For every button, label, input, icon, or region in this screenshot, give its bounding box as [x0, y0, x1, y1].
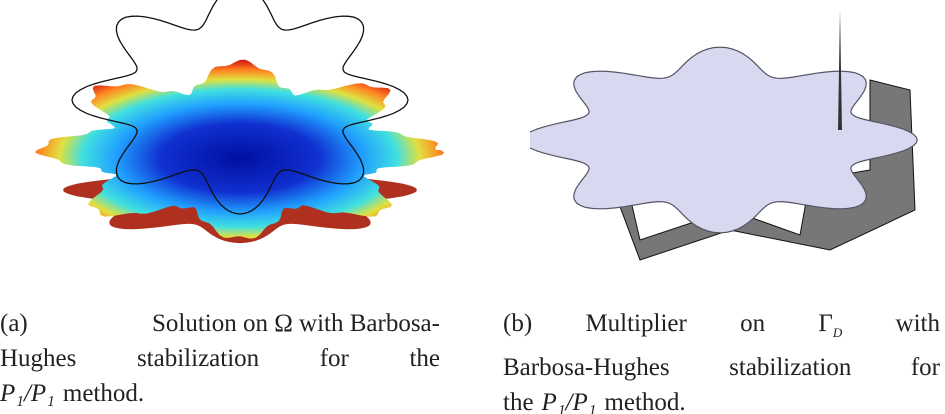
- subscript: D: [832, 325, 843, 340]
- label: (a): [0, 310, 28, 337]
- domain: [530, 46, 918, 234]
- caption-text: Solution on Ω with Barbosa-: [151, 310, 440, 337]
- boundary-curve: [71, 0, 409, 215]
- caption-text: method.: [62, 380, 145, 407]
- caption-text: method.: [604, 389, 686, 414]
- math: P₁/P₁: [541, 389, 597, 414]
- caption-text: Barbosa-Hughes stabilization for: [503, 354, 940, 381]
- caption-text: Multiplier: [585, 310, 687, 337]
- caption-b: (b) Multiplier on ΓD with Barbosa-Hughes…: [503, 306, 940, 414]
- symbol: Γ: [818, 310, 833, 337]
- caption-text: Hughes stabilization for the: [0, 345, 440, 372]
- figure-a-plot: [35, 0, 445, 244]
- label: (b): [503, 310, 533, 337]
- surface: [35, 59, 445, 239]
- caption-text: the: [503, 389, 534, 414]
- math: P₁/P₁: [0, 380, 55, 407]
- spike: [838, 10, 842, 130]
- figure-b-plot: [530, 10, 918, 261]
- caption-text: with: [895, 310, 940, 337]
- caption-a: (a) Solution on Ω with Barbosa- Hughes s…: [0, 306, 440, 411]
- caption-text: on: [740, 310, 766, 337]
